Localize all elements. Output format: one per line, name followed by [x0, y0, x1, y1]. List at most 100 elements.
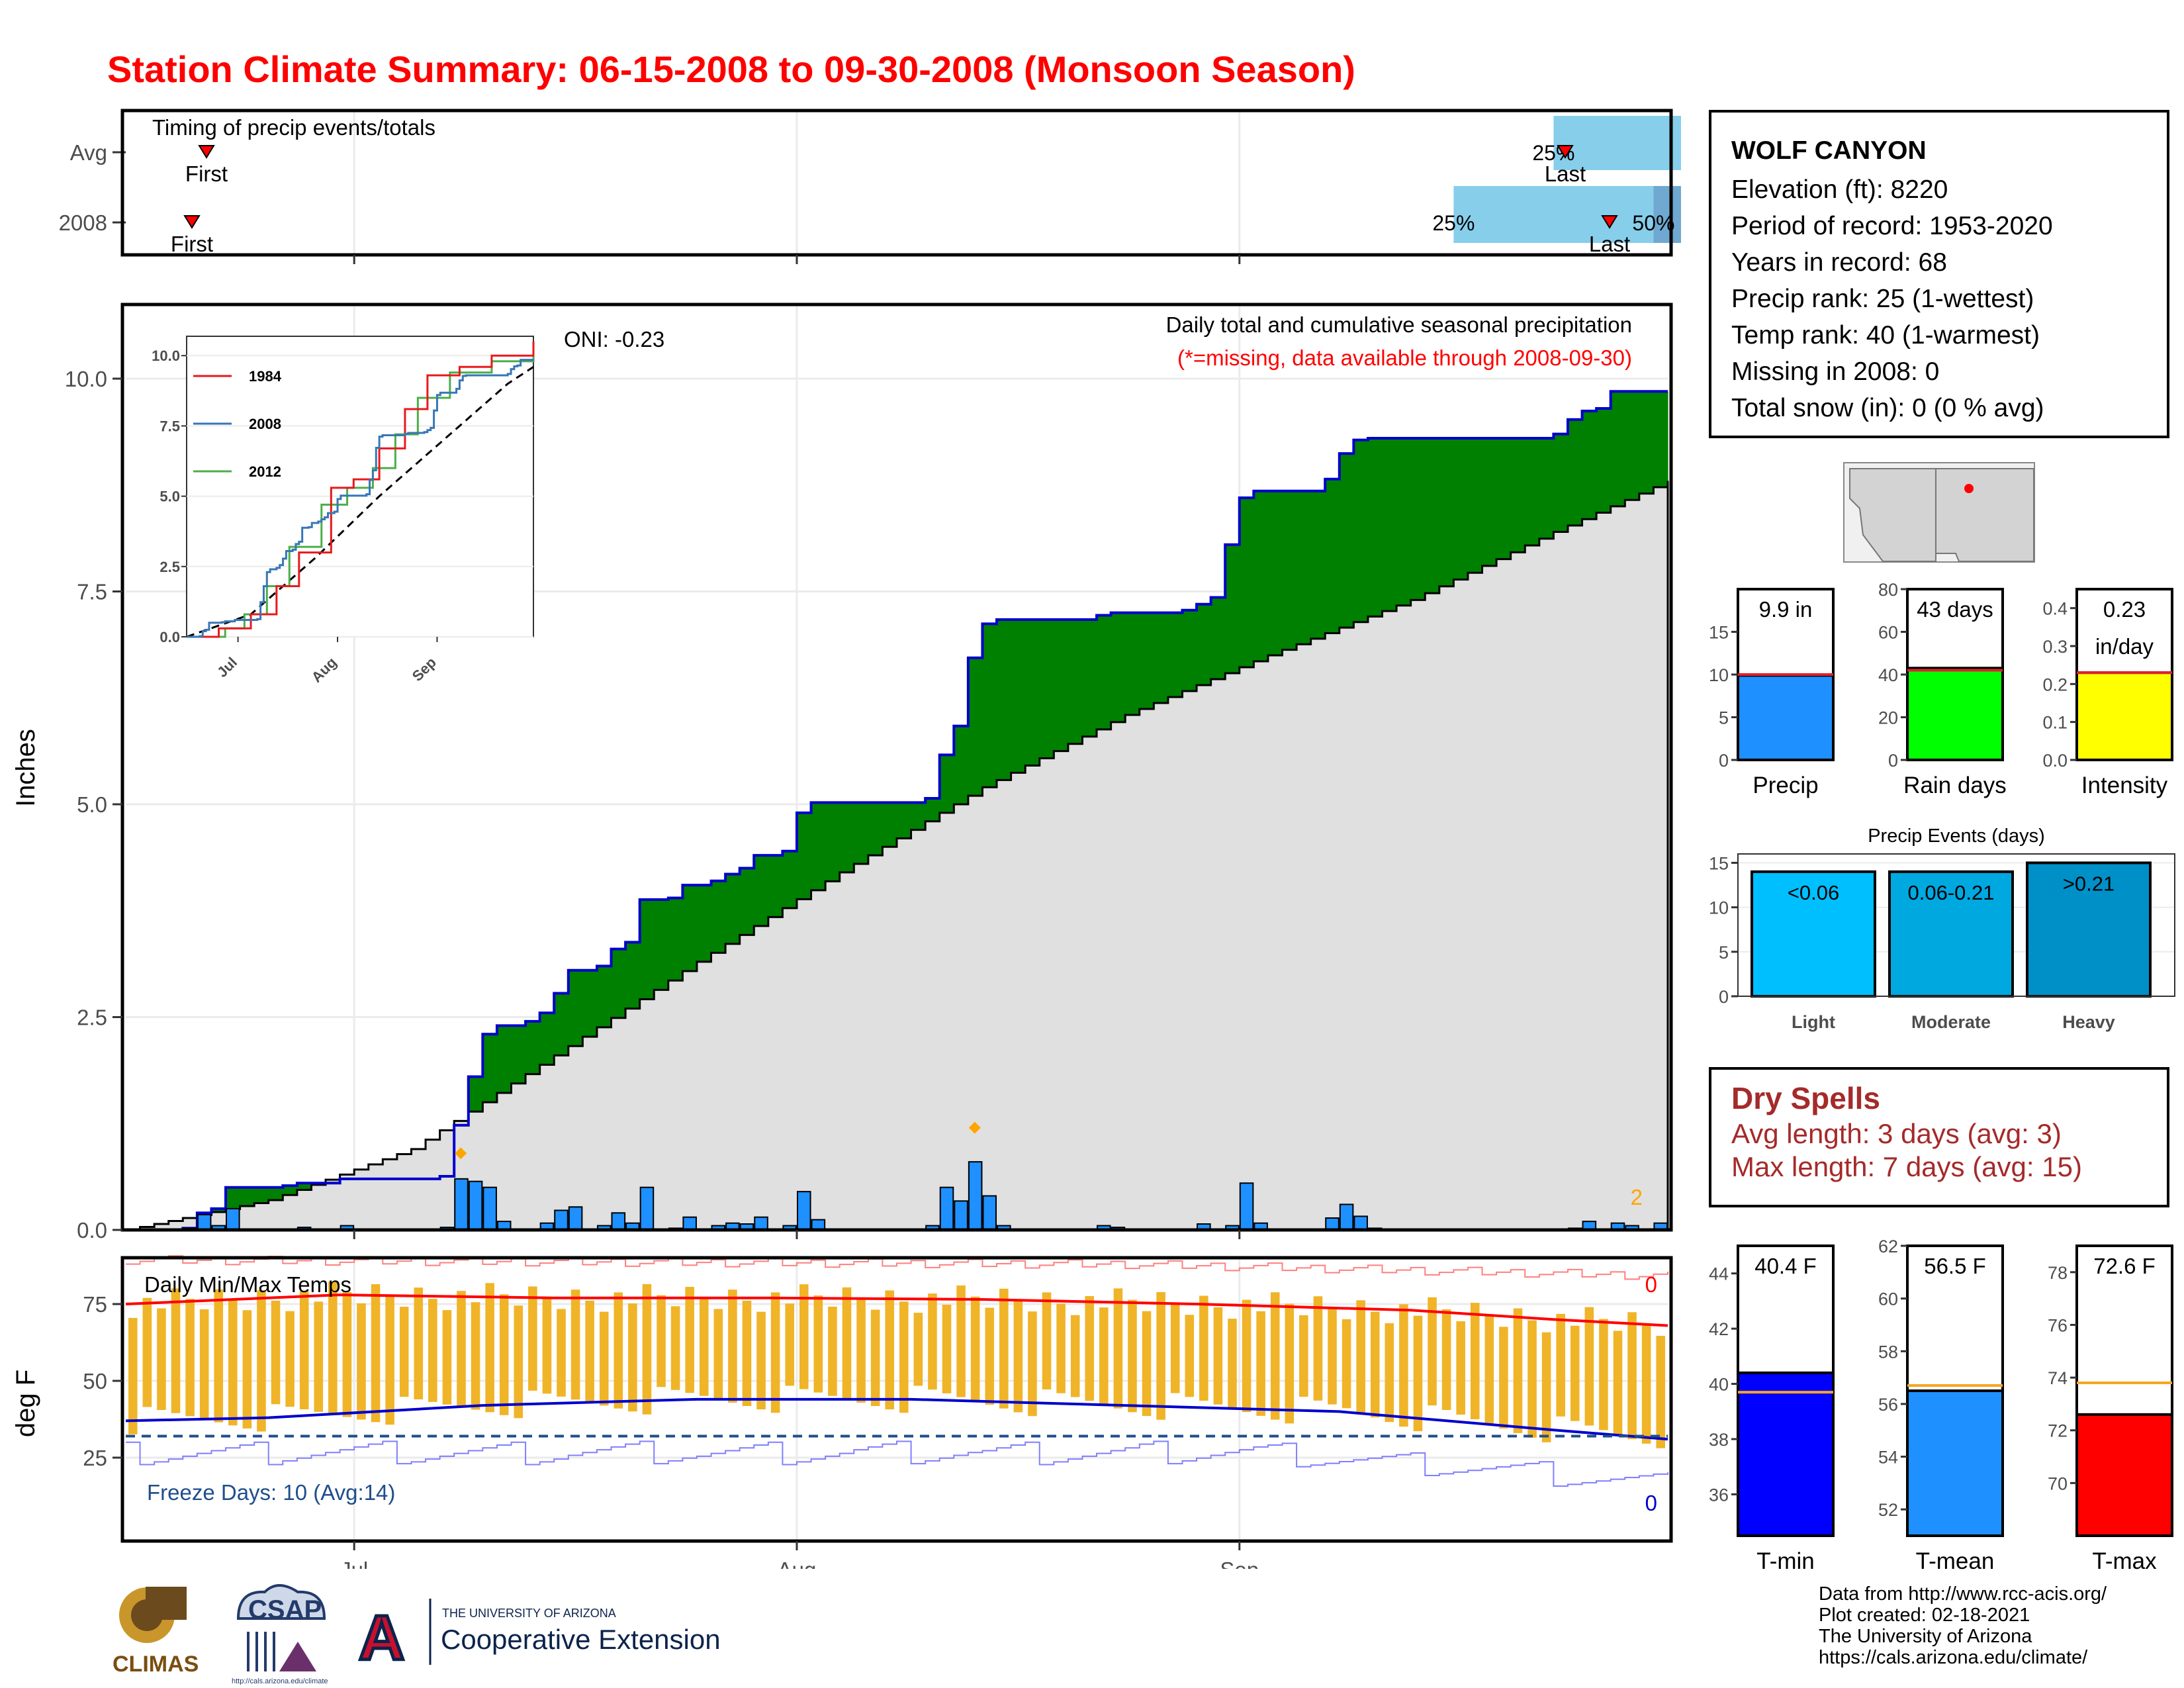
- ua-extension-text: Cooperative Extension: [441, 1624, 721, 1655]
- daily-temp-range-bar: [1242, 1299, 1251, 1413]
- cumulative-difference-area: [1339, 453, 1354, 628]
- cumulative-difference-area: [1639, 391, 1655, 494]
- temperature-chart: Daily Min/Max Temps Freeze Days: 10 (Avg:…: [11, 1255, 1673, 1569]
- timing-q50-q75-bar: [1653, 186, 1681, 243]
- x-tick-label: Sep: [1220, 1558, 1259, 1569]
- cumulative-difference-area: [796, 812, 812, 900]
- cumulative-difference-area: [1197, 604, 1212, 685]
- cumulative-difference-area: [1610, 391, 1625, 506]
- small-bar-value: [1737, 1371, 1835, 1537]
- daily-temp-range-bar: [942, 1304, 952, 1393]
- timing-frame: [120, 109, 1673, 257]
- small-bar-value: [1737, 674, 1835, 761]
- csap-logo: CSAP http://cals.arizona.edu/climate: [232, 1584, 328, 1685]
- daily-temp-range-bar: [328, 1282, 338, 1415]
- credit-line: The University of Arizona: [1819, 1626, 2032, 1647]
- cumulative-difference-area: [582, 970, 598, 1037]
- small-bar-value-label: 56.5 F: [1924, 1254, 1986, 1278]
- small-bar-y-tick-label: 44: [1709, 1264, 1729, 1284]
- cumulative-difference-area: [711, 880, 726, 953]
- daily-temp-range-bar: [171, 1288, 181, 1413]
- daily-temp-range-bar: [471, 1302, 480, 1410]
- daily-temp-range-bar: [1599, 1319, 1608, 1430]
- cumulative-difference-area: [1367, 438, 1383, 617]
- csap-text: CSAP: [248, 1595, 322, 1624]
- cumulative-difference-area: [568, 970, 583, 1047]
- cumulative-difference-area: [1182, 610, 1197, 691]
- daily-temp-range-bar: [1399, 1304, 1408, 1427]
- cumulative-difference-area: [939, 755, 954, 813]
- timing-plot-area: [126, 111, 1668, 255]
- record-low-line: [126, 1440, 1668, 1487]
- cumulative-difference-area: [682, 885, 698, 972]
- daily-temp-range-bar: [185, 1299, 195, 1417]
- daily-temp-range-bar: [985, 1307, 995, 1405]
- x-tick-label: Jul: [340, 1558, 368, 1569]
- precip-y-tick-label: 0.0: [77, 1218, 107, 1243]
- events-bar: [1751, 870, 1876, 998]
- cumulative-difference-area: [739, 868, 754, 935]
- cumulative-difference-area: [1382, 438, 1397, 612]
- daily-temp-range-bar: [414, 1288, 424, 1399]
- events-y-tick-label: 15: [1709, 853, 1729, 873]
- cumulative-difference-area: [539, 1013, 555, 1065]
- cumulative-difference-area: [226, 1187, 241, 1209]
- cumulative-difference-area: [283, 1186, 298, 1196]
- daily-temp-range-bar: [285, 1311, 295, 1407]
- cumulative-difference-area: [997, 619, 1012, 780]
- small-bar-y-tick-label: 36: [1709, 1485, 1729, 1505]
- daily-temp-range-bar: [128, 1317, 138, 1434]
- small-bar-y-tick-label: 20: [1878, 708, 1898, 728]
- precip-y-tick-label: 7.5: [77, 580, 107, 604]
- daily-temp-range-bar: [1313, 1296, 1323, 1401]
- small-bar-y-tick-label: 0: [1888, 751, 1898, 771]
- cumulative-difference-area: [1525, 438, 1540, 546]
- last-event-marker: [1601, 215, 1618, 229]
- station-snow: Total snow (in): 0 (0 % avg): [1731, 394, 2044, 422]
- precip-chart-subtitle: (*=missing, data available through 2008-…: [1177, 346, 1632, 370]
- cold-days-count: 0: [1645, 1491, 1657, 1515]
- cumulative-difference-area: [1225, 544, 1240, 673]
- cumulative-difference-area: [1410, 438, 1426, 600]
- cumulative-difference-area: [1325, 479, 1340, 633]
- cumulative-difference-area: [639, 900, 655, 1000]
- small-bar-y-tick-label: 0.3: [2042, 637, 2068, 657]
- cumulative-difference-area: [1553, 434, 1569, 532]
- inset-legend-label: 2012: [249, 463, 281, 480]
- events-chart-title: Precip Events (days): [1868, 825, 2045, 847]
- station-elevation: Elevation (ft): 8220: [1731, 175, 1948, 204]
- cumulative-difference-area: [1482, 438, 1497, 566]
- inset-1984-line: [187, 342, 535, 638]
- daily-temp-range-bar: [856, 1298, 866, 1403]
- small-bar-category-label: T-max: [2092, 1548, 2157, 1574]
- timing-row-label: 2008: [59, 211, 107, 235]
- daily-precip-bar: [468, 1180, 483, 1231]
- small-bar-y-tick-label: 60: [1878, 623, 1898, 643]
- daily-temp-range-bar: [1456, 1321, 1465, 1415]
- daily-temp-range-bar: [813, 1295, 823, 1393]
- page-title: Station Climate Summary: 06-15-2008 to 0…: [107, 48, 1355, 90]
- small-bar-y-tick-label: 40: [1709, 1375, 1729, 1395]
- csap-url: http://cals.arizona.edu/climate: [232, 1677, 328, 1685]
- cumulative-difference-area: [1567, 419, 1583, 526]
- events-category-label: Moderate: [1911, 1012, 1991, 1032]
- timing-title: Timing of precip events/totals: [152, 115, 435, 140]
- average-cumulative-area: [126, 481, 1669, 1231]
- daily-temp-range-bar: [442, 1310, 452, 1405]
- cumulative-difference-area: [1425, 438, 1440, 594]
- daily-temp-range-bar: [1270, 1292, 1280, 1420]
- small-bar-y-tick-label: 80: [1878, 580, 1898, 600]
- daily-temp-range-bar: [1570, 1325, 1580, 1421]
- cumulative-2008-line: [126, 390, 1668, 1231]
- station-info-box: WOLF CANYON Elevation (ft): 8220 Period …: [1709, 110, 2169, 438]
- daily-temp-range-bar: [1285, 1303, 1295, 1424]
- daily-temp-range-bar: [499, 1294, 509, 1415]
- record-high-line: [126, 1255, 1668, 1280]
- cumulative-difference-area: [1353, 440, 1369, 622]
- timing-q50-label: 50%: [1632, 211, 1674, 235]
- daily-temp-range-bar: [1627, 1312, 1637, 1440]
- daily-precip-bar: [982, 1195, 997, 1231]
- precip-y-axis-label: Inches: [11, 729, 40, 807]
- freeze-days-label: Freeze Days: 10 (Avg:14): [147, 1480, 395, 1505]
- small-bar-y-tick-label: 5: [1719, 708, 1729, 728]
